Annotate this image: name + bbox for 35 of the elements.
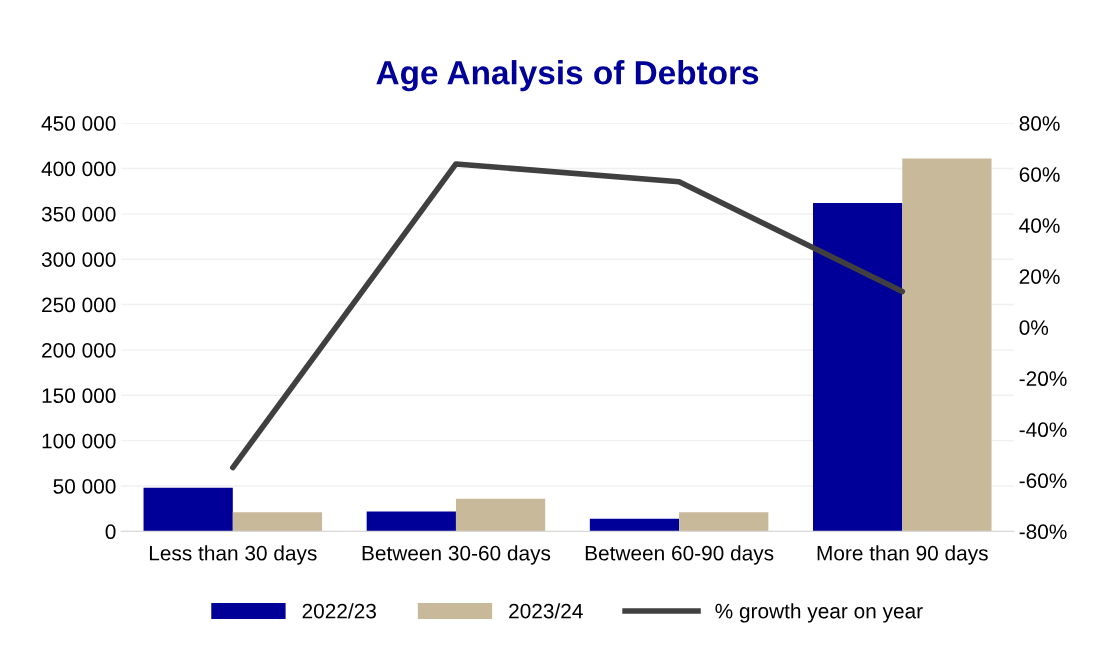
bar [366,511,456,532]
y-tick-label: 50 000 [53,479,116,494]
bar [902,158,992,532]
y2-tick-label: -40% [1019,422,1067,438]
y-tick-label: 250 000 [42,297,116,313]
bar [143,487,233,532]
y2-tick-label: 0% [1019,320,1049,335]
legend-label: 2023/24 [509,603,583,619]
legend-label: 2022/23 [302,603,376,619]
y-tick-label: 300 000 [41,252,116,267]
x-tick-label: More than 90 days [817,545,988,565]
x-tick-label: Between 30-60 days [362,545,551,565]
x-tick-label: Less than 30 days [149,545,317,565]
chart-title: Age Analysis of Debtors [376,60,759,92]
bar [232,512,323,532]
bar [589,518,680,532]
y-tick-label: 200 000 [42,342,116,358]
bar [679,512,769,532]
y2-tick-label: -20% [1019,371,1067,387]
bar [813,202,903,532]
y2-tick-label: 40% [1019,218,1060,233]
y-tick-label: 350 000 [41,206,116,222]
y-tick-label: 100 000 [42,433,116,449]
x-tick-label: Between 60-90 days [585,545,774,565]
y-tick-label: 450 000 [41,116,116,131]
y2-tick-label: 80% [1019,116,1060,131]
y-tick-label: 0 [105,524,116,540]
y2-tick-label: 60% [1019,167,1060,182]
y-tick-label: 150 000 [42,388,116,404]
legend-label: % growth year on year [715,603,923,623]
y2-tick-label: 20% [1019,269,1060,284]
y2-tick-label: -80% [1019,524,1067,540]
y2-tick-label: -60% [1019,473,1067,489]
y-tick-label: 400 000 [41,161,116,177]
bar [455,498,546,532]
